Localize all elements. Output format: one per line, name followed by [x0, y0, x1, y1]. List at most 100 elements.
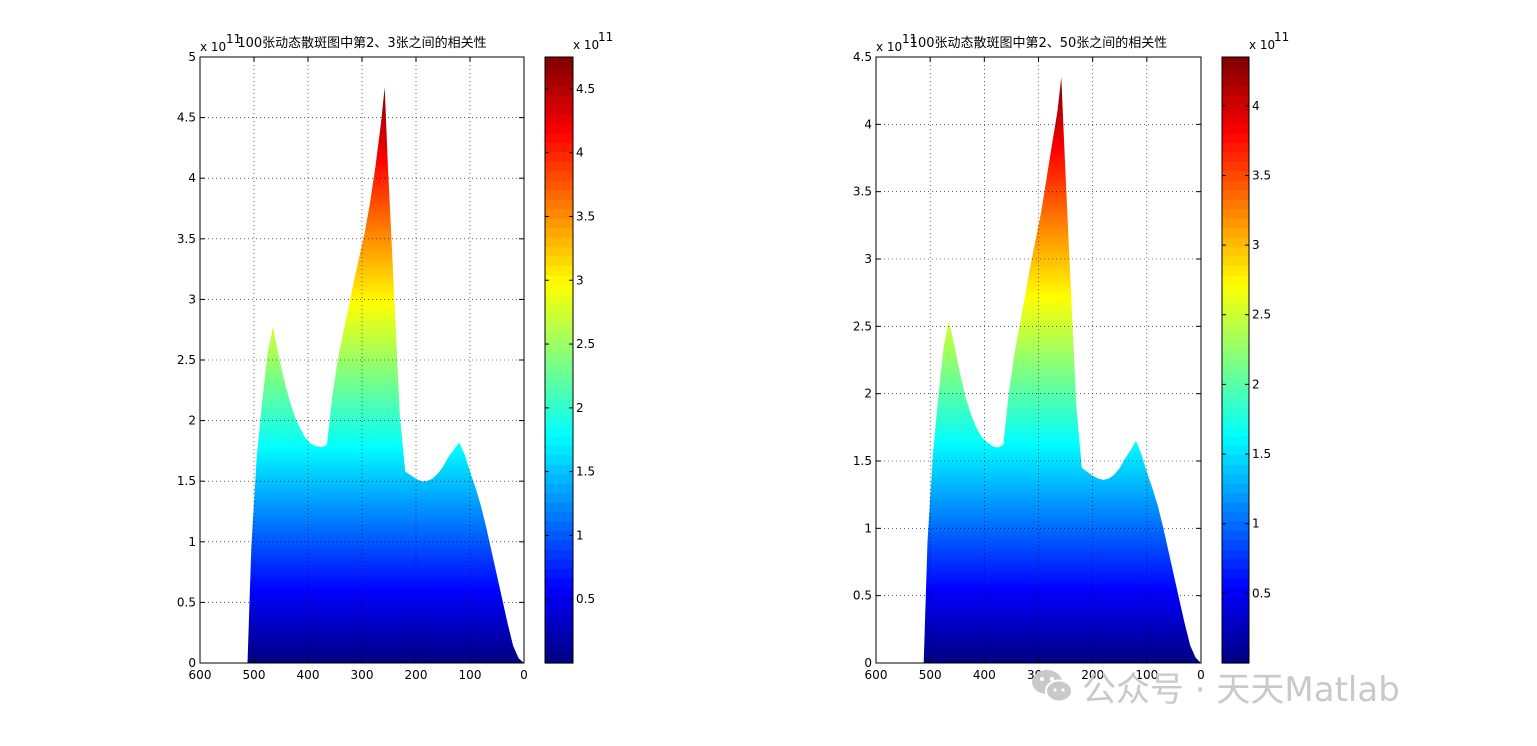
colorbar-cell [545, 520, 573, 532]
colorbar-cell [545, 341, 573, 352]
colorbar-cell [545, 57, 573, 68]
colorbar-cell [1222, 473, 1249, 484]
colorbar-cell [1222, 142, 1249, 153]
colorbar-cell [1222, 464, 1249, 475]
colorbar-cell [1222, 454, 1249, 465]
colorbar-tick-label: 2.5 [576, 337, 595, 351]
colorbar-cell [1222, 445, 1249, 456]
colorbar-cell [545, 85, 573, 96]
colorbar-cell [545, 331, 573, 342]
colorbar-cell [545, 236, 573, 247]
y-tick-label: 4 [864, 117, 872, 131]
x-tick-label: 100 [1135, 668, 1158, 682]
colorbar-cell [545, 454, 573, 465]
colorbar-tick-label: 2.5 [1252, 308, 1271, 322]
y-tick-label: 0.5 [853, 589, 872, 603]
y-tick-label: 1.5 [177, 474, 196, 488]
colorbar-cell [545, 170, 573, 181]
colorbar-cell [545, 303, 573, 314]
y-tick-label: 1 [188, 535, 196, 549]
colorbar-cell [545, 445, 573, 456]
watermark-text: 公众号 · 天天Matlab [1082, 669, 1400, 710]
colorbar-cell [545, 378, 573, 390]
colorbar-cell [545, 322, 573, 333]
colorbar-cell [1222, 644, 1249, 655]
colorbar-cell [545, 530, 573, 541]
colorbar-cell [545, 435, 573, 446]
colorbar-cell [1222, 331, 1249, 342]
colorbar-cell [545, 132, 573, 143]
y-tick-label: 0 [188, 656, 196, 670]
y-tick-label: 3.5 [177, 232, 196, 246]
colorbar-cell [545, 350, 573, 361]
colorbar-cell [1222, 615, 1249, 626]
colorbar-cell [545, 312, 573, 323]
colorbar-cell [545, 492, 573, 503]
colorbar-cell [545, 511, 573, 522]
colorbar-cell [1222, 274, 1249, 285]
colorbar-cell [545, 596, 573, 607]
colorbar-tick-label: 0.5 [1252, 586, 1271, 600]
colorbar-tick-label: 2 [1252, 377, 1260, 391]
y-tick-label: 0 [864, 656, 872, 670]
colorbar-cell [1222, 634, 1249, 645]
colorbar-cell [545, 577, 573, 588]
y-exponent-power: 11 [902, 32, 917, 46]
colorbar-cell [1222, 293, 1249, 304]
colorbar-cell [545, 104, 573, 115]
y-tick-label: 4.5 [177, 111, 196, 125]
colorbar-cell [1222, 255, 1249, 266]
colorbar-box [544, 56, 574, 664]
colorbar-cell [1222, 625, 1249, 636]
correlation-surface [247, 87, 524, 664]
chart-left: 600 500 400 300 200 100 0 0 0.5 1 1.5 2 2.5 3 3.5 4 4.5 5… [177, 30, 613, 682]
colorbar-cell [545, 189, 573, 200]
colorbar-tick-label: 4 [576, 146, 584, 160]
x-tick-label: 600 [865, 668, 888, 682]
y-tick-label: 2.5 [853, 319, 872, 333]
x-tick-label: 600 [189, 668, 212, 682]
colorbar-cell [1222, 587, 1249, 598]
colorbar-cell [1222, 520, 1249, 532]
y-tick-label: 2 [188, 414, 196, 428]
colorbar-cell [545, 360, 573, 371]
colorbar-cell [545, 113, 573, 124]
colorbar-cell [1222, 75, 1249, 87]
y-tick-label: 3 [188, 292, 196, 306]
colorbar-cell [1222, 113, 1249, 124]
colorbar-cell [545, 587, 573, 598]
colorbar-cell [545, 615, 573, 626]
colorbar-cell [1222, 483, 1249, 494]
colorbar-tick-label: 1 [576, 528, 584, 542]
colorbar-tick-label: 4 [1252, 99, 1260, 113]
colorbar-cell [1222, 104, 1249, 115]
y-tick-label: 5 [188, 50, 196, 64]
colorbar-cell [545, 199, 573, 210]
y-exponent-label: x 10 [876, 40, 902, 54]
colorbar-cell [1222, 606, 1249, 617]
colorbar-cell [545, 75, 573, 87]
colorbar-cell [1222, 217, 1249, 229]
colorbar-cell [545, 94, 573, 105]
colorbar-cell [1222, 85, 1249, 96]
colorbar-cell [545, 464, 573, 475]
y-tick-label: 2 [864, 387, 872, 401]
colorbar-cell [545, 407, 573, 418]
colorbar-cell [1222, 199, 1249, 210]
colorbar-cell [1222, 66, 1249, 77]
colorbar-cell [1222, 378, 1249, 390]
chart-title: 100张动态散斑图中第2、50张之间的相关性 [910, 35, 1168, 51]
x-tick-label: 0 [1197, 668, 1205, 682]
colorbar-cell [1222, 57, 1249, 68]
colorbar-tick-label: 1 [1252, 517, 1260, 531]
colorbar-cell [1222, 265, 1249, 276]
colorbar-cell [545, 208, 573, 219]
colorbar-tick-label: 0.5 [576, 592, 595, 606]
y-exponent-label: x 10 [200, 40, 226, 54]
colorbar-cell [1222, 246, 1249, 257]
colorbar-cell [1222, 577, 1249, 588]
colorbar-cell [545, 625, 573, 636]
colorbar-cell [545, 502, 573, 513]
colorbar-cell [1222, 397, 1249, 408]
colorbar-exponent-label: x 10 [573, 38, 599, 52]
